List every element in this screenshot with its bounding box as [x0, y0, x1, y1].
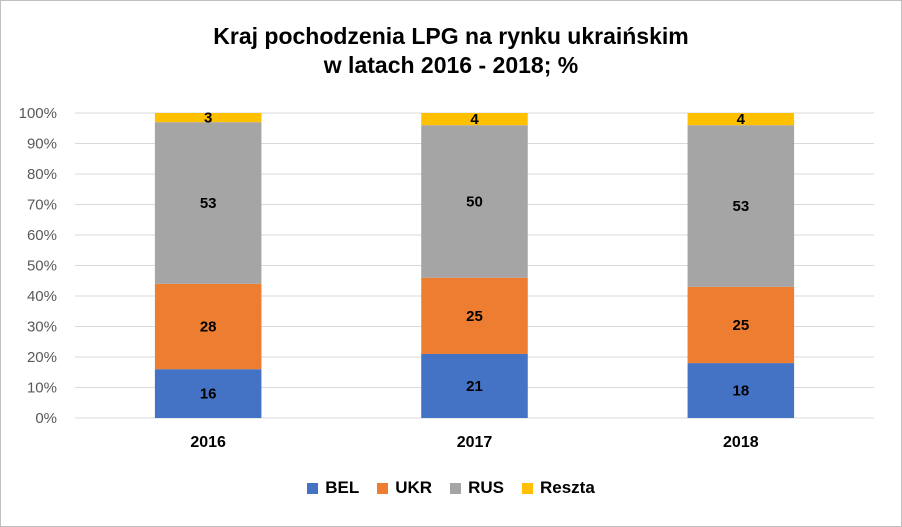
bar-segment-bel-2017 [421, 353, 528, 418]
chart-title-line-1: Kraj pochodzenia LPG na rynku ukraińskim [213, 23, 689, 49]
bar-segment-reszta-2018 [687, 113, 795, 126]
legend-item-reszta: Reszta [521, 478, 595, 498]
bar-segment-rus-2017 [421, 125, 528, 278]
bar-segment-rus-2016 [154, 122, 262, 284]
legend-swatch [521, 482, 533, 494]
y-tick-label: 0% [35, 410, 57, 427]
x-tick-label: 2018 [723, 434, 759, 451]
data-label-ukr-2018: 25 [732, 317, 749, 334]
y-tick-label: 50% [27, 258, 57, 275]
bar-segment-bel-2018 [687, 363, 795, 418]
y-tick-label: 10% [27, 380, 57, 397]
x-tick-label: 2017 [457, 434, 493, 451]
bar-segment-reszta-2017 [421, 113, 528, 126]
bar-segment-ukr-2017 [421, 277, 528, 354]
bar-segment-bel-2016 [154, 369, 262, 418]
data-label-bel-2018: 18 [732, 383, 749, 400]
y-tick-label: 40% [27, 288, 57, 305]
chart-title: Kraj pochodzenia LPG na rynku ukraińskim… [0, 22, 902, 80]
legend-item-ukr: UKR [377, 478, 432, 498]
bar-segment-rus-2018 [687, 125, 795, 287]
legend-label: BEL [325, 478, 360, 497]
legend-label: RUS [468, 478, 504, 497]
bar-segment-ukr-2016 [154, 283, 262, 370]
bar-segment-reszta-2016 [154, 113, 262, 123]
legend-swatch [450, 482, 462, 494]
data-label-reszta-2016: 3 [204, 110, 212, 127]
data-label-ukr-2017: 25 [466, 308, 483, 325]
x-tick-label: 2016 [190, 434, 226, 451]
y-tick-label: 100% [19, 105, 57, 122]
chart-title-line-2: w latach 2016 - 2018; % [323, 52, 579, 78]
legend-item-bel: BEL [307, 478, 359, 498]
data-label-bel-2017: 21 [466, 378, 483, 395]
plot-area: 0% 10% 20% 30% 40% 50% 60% 70% 80% 90% 100% 16 28 53 3… [19, 105, 874, 451]
data-label-rus-2016: 53 [200, 195, 217, 212]
legend-swatch [377, 482, 389, 494]
data-label-reszta-2018: 4 [737, 111, 746, 128]
data-label-reszta-2017: 4 [470, 111, 479, 128]
legend-swatch [307, 482, 319, 494]
y-tick-label: 90% [27, 136, 57, 153]
y-tick-label: 20% [27, 349, 57, 366]
data-label-rus-2017: 50 [466, 193, 483, 210]
y-tick-label: 60% [27, 227, 57, 244]
data-label-bel-2016: 16 [200, 386, 217, 403]
y-tick-label: 30% [27, 319, 57, 336]
legend-item-rus: RUS [450, 478, 504, 498]
y-tick-label: 80% [27, 166, 57, 183]
y-tick-label: 70% [27, 197, 57, 214]
data-label-ukr-2016: 28 [200, 319, 217, 336]
legend-label: Reszta [539, 478, 595, 497]
legend: BEL UKR RUS Reszta [0, 478, 902, 498]
data-label-rus-2018: 53 [732, 198, 749, 215]
bar-segment-ukr-2018 [687, 286, 795, 364]
legend-label: UKR [395, 478, 433, 497]
